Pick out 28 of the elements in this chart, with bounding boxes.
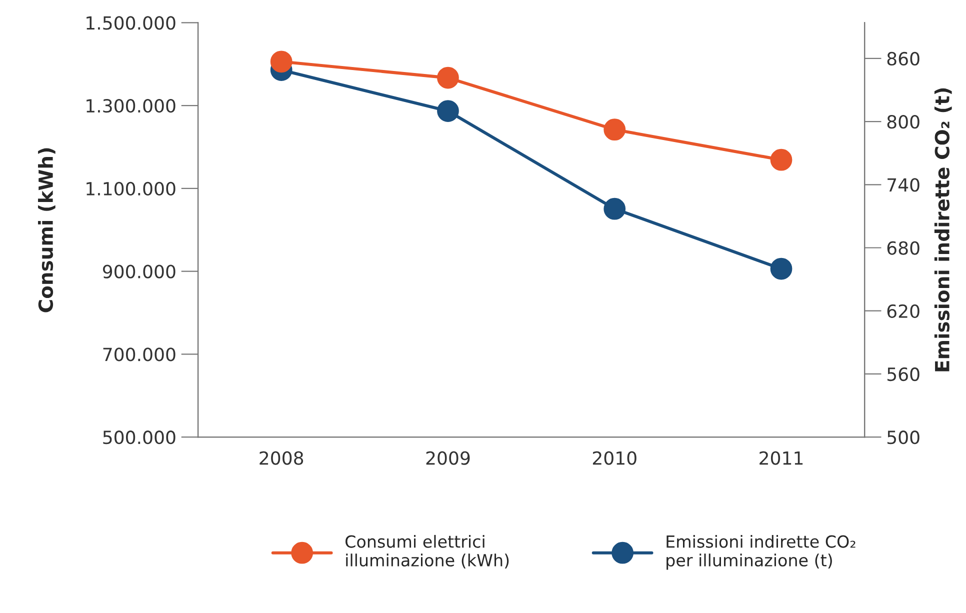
y-tick-label: 1.300.000	[86, 99, 176, 113]
point	[604, 198, 626, 220]
point	[604, 118, 626, 141]
x-tick-label: 2011	[760, 451, 803, 465]
y2-tick-label: 560	[887, 367, 920, 382]
x-tick-label: 2008	[260, 451, 304, 465]
y2-tick-label: 740	[888, 178, 920, 192]
y2-tick-label: 680	[887, 241, 920, 255]
y-tick-label: 1.100.000	[86, 182, 176, 196]
x-tick-label: 2010	[592, 451, 636, 465]
y2-tick-label: 800	[887, 115, 920, 129]
y-axis-title: Consumi (kWh)	[38, 148, 56, 312]
y-tick-label: 900.000	[102, 264, 176, 278]
y2-tick-label: 620	[887, 304, 920, 318]
point	[770, 148, 792, 171]
y-tick-label: 1.500.000	[86, 16, 176, 30]
legend-label: Emissioni indirette CO₂ per illuminazione (t)	[666, 534, 856, 570]
y2-axis-title: Emissioni indirette CO₂ (t)	[934, 88, 952, 372]
point	[437, 100, 459, 122]
point	[270, 50, 292, 73]
point	[437, 66, 459, 89]
x-tick-label: 2009	[426, 451, 470, 465]
y-tick-label: 700.000	[103, 348, 176, 362]
y2-tick-label: 860	[887, 52, 920, 66]
legend-label: Consumi elettrici illuminazione (kWh)	[346, 534, 509, 568]
y2-tick-label: 500	[887, 430, 920, 444]
point	[770, 258, 792, 280]
y-tick-label: 500.000	[103, 430, 176, 444]
